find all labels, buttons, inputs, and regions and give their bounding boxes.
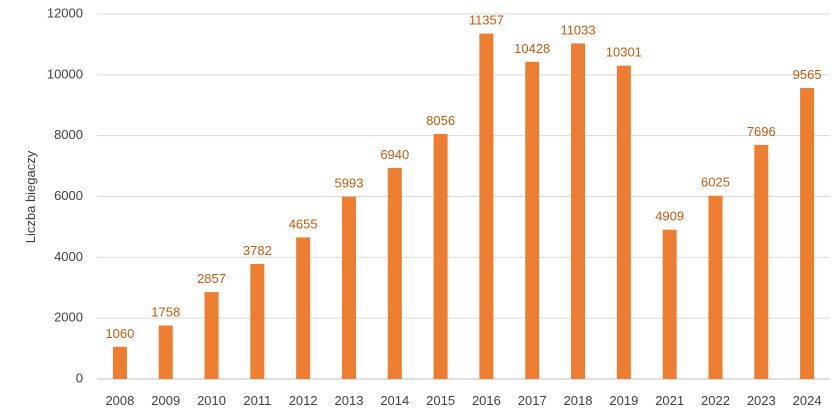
data-label-2017: 10428	[514, 41, 550, 56]
gridlines	[97, 13, 830, 380]
y-axis-label: Liczba biegaczy	[23, 150, 38, 243]
x-tick-label: 2017	[518, 393, 547, 408]
bar-2013	[341, 196, 356, 379]
data-labels: 1060 1758 2857 3782 4655 5993 6940 8056 11357 104…	[105, 13, 821, 341]
bar-2024	[800, 88, 815, 380]
y-axis-ticks: 0 2000 4000 6000 8000 10000 12000	[47, 5, 83, 385]
x-tick-label: 2018	[564, 393, 593, 408]
data-label-2018: 11033	[560, 22, 595, 37]
bar-2012	[296, 237, 311, 379]
bar-2008	[112, 346, 127, 379]
x-tick-label: 2010	[197, 393, 226, 408]
data-label-2019: 10301	[606, 45, 642, 60]
data-label-2008: 1060	[105, 326, 134, 341]
bar-2022	[708, 195, 723, 379]
y-tick-label: 12000	[47, 5, 83, 20]
bar-2011	[250, 263, 265, 379]
bar-2010	[204, 292, 219, 379]
data-label-2009: 1758	[151, 305, 180, 320]
y-tick-label: 2000	[54, 310, 83, 325]
data-label-2024: 9565	[793, 67, 822, 82]
bar-2021	[662, 229, 677, 379]
data-label-2011: 3782	[243, 243, 272, 258]
x-axis-ticks: 2008 2009 2010 2011 2012 2013 2014 2015 2016 2017…	[105, 393, 821, 408]
bar-2019	[616, 65, 631, 379]
x-tick-label: 2013	[335, 393, 364, 408]
data-label-2023: 7696	[747, 124, 776, 139]
bar-2023	[754, 144, 769, 379]
data-label-2012: 4655	[289, 216, 318, 231]
data-label-2022: 6025	[701, 175, 730, 190]
x-tick-label: 2011	[243, 393, 271, 408]
data-label-2015: 8056	[426, 113, 455, 128]
x-tick-label: 2014	[380, 393, 409, 408]
data-label-2014: 6940	[380, 147, 409, 162]
bar-2015	[433, 133, 448, 379]
x-tick-label: 2024	[793, 393, 822, 408]
x-tick-label: 2022	[701, 393, 730, 408]
bars	[112, 33, 815, 380]
y-tick-label: 6000	[54, 188, 83, 203]
bar-2014	[387, 167, 402, 379]
data-label-2016: 11357	[469, 13, 504, 28]
y-tick-label: 10000	[47, 66, 83, 81]
x-tick-label: 2016	[472, 393, 501, 408]
data-label-2021: 4909	[655, 209, 684, 224]
x-tick-label: 2012	[289, 393, 318, 408]
data-label-2013: 5993	[335, 176, 364, 191]
bar-2016	[479, 33, 494, 379]
x-tick-label: 2015	[426, 393, 455, 408]
bar-2009	[158, 325, 173, 379]
bar-2018	[571, 43, 586, 380]
x-tick-label: 2009	[151, 393, 180, 408]
x-tick-label: 2023	[747, 393, 776, 408]
y-tick-label: 8000	[54, 127, 83, 142]
x-tick-label: 2019	[609, 393, 638, 408]
data-label-2010: 2857	[197, 271, 226, 286]
x-tick-label: 2021	[655, 393, 684, 408]
x-tick-label: 2008	[105, 393, 134, 408]
bar-2017	[525, 61, 540, 379]
y-tick-label: 0	[76, 370, 83, 385]
y-tick-label: 4000	[54, 249, 83, 264]
